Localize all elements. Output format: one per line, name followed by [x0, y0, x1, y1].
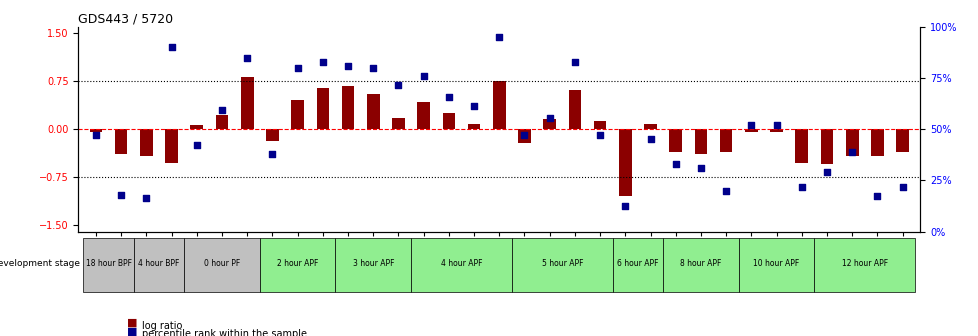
Bar — [417, 102, 429, 129]
Point — [566, 59, 582, 65]
Point — [416, 73, 431, 78]
Text: 8 hour APF: 8 hour APF — [680, 259, 721, 268]
Point — [843, 150, 859, 155]
Bar — [467, 124, 480, 129]
FancyBboxPatch shape — [184, 238, 259, 292]
Text: 0 hour PF: 0 hour PF — [203, 259, 240, 268]
Point — [692, 165, 708, 170]
Text: log ratio: log ratio — [142, 321, 182, 331]
Bar — [341, 86, 354, 129]
Text: 6 hour APF: 6 hour APF — [616, 259, 658, 268]
FancyBboxPatch shape — [83, 238, 134, 292]
Point — [340, 63, 356, 69]
Bar — [517, 129, 530, 143]
Text: 2 hour APF: 2 hour APF — [277, 259, 318, 268]
FancyBboxPatch shape — [612, 238, 662, 292]
Text: percentile rank within the sample: percentile rank within the sample — [142, 329, 307, 336]
Bar — [820, 129, 832, 165]
Bar — [744, 129, 757, 132]
Bar — [618, 129, 631, 197]
Point — [516, 132, 532, 138]
Bar — [568, 90, 581, 129]
Point — [315, 59, 331, 65]
Point — [768, 123, 783, 128]
Text: development stage: development stage — [0, 259, 79, 268]
Bar — [140, 129, 153, 156]
FancyBboxPatch shape — [134, 238, 184, 292]
Point — [214, 108, 230, 113]
Bar — [543, 119, 556, 129]
Point — [163, 44, 179, 49]
Text: ■: ■ — [127, 318, 138, 328]
Bar — [896, 129, 908, 152]
Point — [289, 65, 305, 71]
FancyBboxPatch shape — [738, 238, 814, 292]
Bar — [291, 100, 303, 129]
FancyBboxPatch shape — [814, 238, 914, 292]
Bar — [367, 94, 379, 129]
Text: 4 hour APF: 4 hour APF — [440, 259, 482, 268]
Bar — [870, 129, 883, 156]
Point — [139, 196, 155, 201]
Text: 18 hour BPF: 18 hour BPF — [85, 259, 131, 268]
Text: 5 hour APF: 5 hour APF — [541, 259, 583, 268]
Point — [819, 169, 834, 174]
FancyBboxPatch shape — [411, 238, 511, 292]
Point — [793, 184, 809, 190]
Point — [541, 115, 556, 120]
Bar — [770, 129, 782, 132]
Bar — [392, 118, 404, 129]
Point — [491, 34, 507, 40]
Text: 10 hour APF: 10 hour APF — [753, 259, 799, 268]
Bar — [114, 129, 127, 154]
Point — [718, 188, 734, 194]
Text: 4 hour BPF: 4 hour BPF — [138, 259, 180, 268]
Text: 3 hour APF: 3 hour APF — [352, 259, 393, 268]
Bar — [493, 81, 505, 129]
Bar — [845, 129, 858, 156]
Point — [390, 82, 406, 88]
Point — [894, 184, 910, 190]
FancyBboxPatch shape — [259, 238, 335, 292]
Point — [667, 161, 683, 167]
Point — [88, 132, 104, 138]
FancyBboxPatch shape — [662, 238, 738, 292]
Point — [617, 203, 633, 209]
Bar — [669, 129, 682, 152]
Bar — [191, 125, 202, 129]
Bar — [316, 88, 329, 129]
Bar — [266, 129, 279, 141]
Bar — [241, 77, 253, 129]
Bar — [90, 129, 102, 132]
Bar — [644, 124, 656, 129]
Point — [264, 152, 280, 157]
Text: GDS443 / 5720: GDS443 / 5720 — [78, 13, 173, 26]
Point — [868, 194, 884, 199]
FancyBboxPatch shape — [511, 238, 612, 292]
Point — [189, 142, 204, 147]
Bar — [442, 113, 455, 129]
Bar — [215, 115, 228, 129]
Bar — [719, 129, 732, 152]
Point — [240, 55, 255, 61]
FancyBboxPatch shape — [335, 238, 411, 292]
Bar — [694, 129, 706, 154]
Point — [642, 136, 657, 141]
Point — [742, 123, 758, 128]
Point — [113, 192, 129, 197]
Bar — [795, 129, 807, 163]
Point — [592, 132, 607, 138]
Bar — [594, 121, 605, 129]
Point — [365, 65, 380, 71]
Bar — [165, 129, 178, 163]
Text: 12 hour APF: 12 hour APF — [841, 259, 887, 268]
Point — [441, 94, 457, 99]
Point — [466, 103, 481, 109]
Text: ■: ■ — [127, 326, 138, 336]
